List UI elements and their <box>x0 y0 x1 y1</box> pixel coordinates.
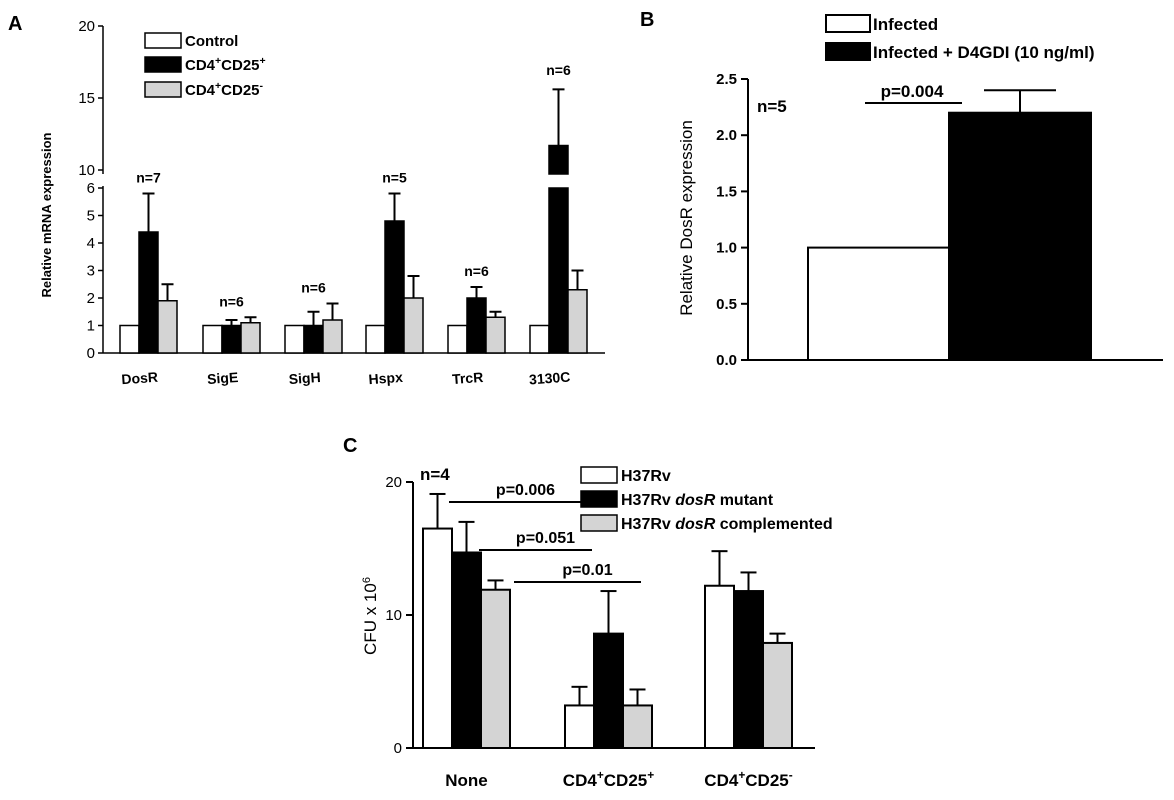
panel-a-legend-swatch <box>144 56 182 73</box>
panel-c-legend-label: H37Rv dosR complemented <box>621 516 833 533</box>
panel-c-tick-label: 10 <box>385 607 402 624</box>
panel-c-bar-2-0 <box>704 584 735 749</box>
panel-b-tick-label: 0.5 <box>716 296 737 313</box>
panel-a-tick-label: 6 <box>87 180 95 197</box>
panel-a-bar-3-1 <box>384 220 405 354</box>
panel-label-a: A <box>8 13 22 35</box>
panel-a-tick-label: 0 <box>87 345 95 362</box>
panel-a-bar-1-0 <box>202 324 223 354</box>
panel-b-n-label: n=5 <box>757 97 787 116</box>
panel-a-category-label: DosR <box>121 369 159 388</box>
panel-a-bar-5-1-lower <box>548 187 569 354</box>
panel-b-tick-label: 0.0 <box>716 352 737 369</box>
panel-c-category-label: CD4+CD25- <box>704 768 792 790</box>
panel-a-tick-label: 3 <box>87 263 95 280</box>
panel-c-bar-2-2 <box>762 641 793 749</box>
panel-a-category-label: SigE <box>207 369 239 387</box>
panel-c-legend-label: H37Rv dosR mutant <box>621 492 774 509</box>
panel-c-y-label: CFU x 106 <box>361 577 380 655</box>
panel-b-y-label: Relative DosR expression <box>677 120 696 316</box>
panel-a-bar-5-2 <box>567 289 588 354</box>
panel-c-category-label: None <box>445 771 488 790</box>
panel-b-bar-1 <box>948 111 1092 361</box>
panel-b-bar-0 <box>807 246 951 362</box>
panel-a-bar-3-0 <box>365 324 386 354</box>
panel-c-bar-1-2 <box>622 704 653 750</box>
panel-c-legend-swatch <box>580 466 618 484</box>
panel-a-bar-5-0 <box>529 324 550 354</box>
panel-a-tick-label: 1 <box>87 318 95 335</box>
panel-a-tick-label: 20 <box>78 18 95 35</box>
panel-a-legend-label: Control <box>185 33 238 50</box>
panel-a-bar-4-0 <box>447 324 468 354</box>
panel-c-bar-1-0 <box>564 704 595 750</box>
panel-b-legend-swatch <box>825 14 871 33</box>
panel-a-n-label: n=6 <box>301 280 326 296</box>
panel-a-bar-2-1 <box>303 324 324 354</box>
panel-a-tick-label: 4 <box>87 235 95 252</box>
panel-c-bar-0-2 <box>480 588 511 749</box>
panel-a-n-label: n=6 <box>219 293 244 309</box>
panel-c-legend-label: H37Rv <box>621 468 671 485</box>
panel-a-bar-1-1 <box>221 324 242 354</box>
panel-b-tick-label: 2.0 <box>716 127 737 144</box>
panel-a-bar-4-2 <box>485 316 506 354</box>
panel-a-bar-4-1 <box>466 297 487 354</box>
panel-label-b: B <box>640 9 654 31</box>
panel-b-legend-label: Infected <box>873 15 938 34</box>
panel-a-y-label: Relative mRNA expression <box>39 132 54 297</box>
panel-a-n-label: n=7 <box>136 170 161 186</box>
panel-label-c: C <box>343 435 357 457</box>
panel-a-tick-label: 10 <box>78 162 95 179</box>
panel-a-bar-5-1-upper <box>548 144 569 175</box>
panel-a-category-label: SigH <box>288 369 321 387</box>
panel-c-pvalue-label: p=0.006 <box>496 482 555 499</box>
panel-a-n-label: n=6 <box>546 62 571 78</box>
panel-b-legend-swatch <box>825 42 871 61</box>
panel-c-category-label: CD4+CD25+ <box>563 768 654 790</box>
panel-b-chart: 0.0 0.5 1.0 1.5 2.0 2.5 Relative DosR expressi… <box>677 14 1163 369</box>
panel-b-legend-label: Infected + D4GDI (10 ng/ml) <box>873 43 1095 62</box>
panel-c-legend-swatch <box>580 514 618 532</box>
panel-a-n-label: n=6 <box>464 263 489 279</box>
panel-b-pvalue-label: p=0.004 <box>881 82 944 101</box>
panel-c-bar-2-1 <box>733 590 764 749</box>
panel-a-chart: 0 1 2 3 4 5 610 15 20 Relative mRNA expression Dos… <box>39 18 605 387</box>
panel-b-tick-label: 1.5 <box>716 183 737 200</box>
panel-a-legend-label: CD4+CD25- <box>185 80 264 99</box>
panel-a-category-label: Hspx <box>368 369 403 387</box>
panel-c-bar-0-1 <box>451 551 482 749</box>
panel-c-tick-label: 0 <box>394 740 402 757</box>
panel-a-tick-label: 5 <box>87 208 95 225</box>
panel-a-legend-swatch <box>144 32 182 49</box>
panel-a-bar-2-0 <box>284 324 305 354</box>
panel-c-tick-label: 20 <box>385 474 402 491</box>
panel-c-legend-swatch <box>580 490 618 508</box>
panel-a-bar-0-1 <box>138 231 159 354</box>
panel-b-tick-label: 1.0 <box>716 240 737 257</box>
panel-a-n-label: n=5 <box>382 170 407 186</box>
panel-a-legend-label: CD4+CD25+ <box>185 55 266 74</box>
panel-a-category-label: TrcR <box>452 369 484 387</box>
panel-a-bar-1-2 <box>240 322 261 354</box>
panel-a-bar-0-2 <box>157 300 178 354</box>
panel-c-chart: 0 10 20 CFU x 106 None CD4+CD25+ CD4+CD25- n=4 p… <box>361 465 833 790</box>
panel-a-bar-0-0 <box>119 324 140 354</box>
panel-a-tick-label: 15 <box>78 90 95 107</box>
panel-a-bar-3-2 <box>403 297 424 354</box>
panel-b-tick-label: 2.5 <box>716 71 737 88</box>
panel-a-category-label: 3130C <box>529 369 571 388</box>
panel-c-pvalue-label: p=0.01 <box>562 562 612 579</box>
panel-a-tick-label: 2 <box>87 290 95 307</box>
panel-c-bar-1-1 <box>593 632 624 749</box>
panel-a-bar-2-2 <box>322 319 343 354</box>
panel-c-n-label: n=4 <box>420 465 450 484</box>
panel-c-bar-0-0 <box>422 527 453 749</box>
panel-a-legend-swatch <box>144 81 182 98</box>
panel-c-pvalue-label: p=0.051 <box>516 530 575 547</box>
